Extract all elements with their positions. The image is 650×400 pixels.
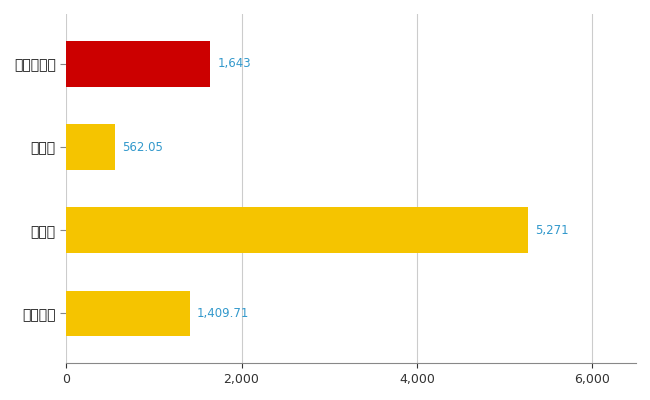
Bar [66,207,528,253]
Text: 562.05: 562.05 [122,140,163,154]
Text: 1,409.71: 1,409.71 [197,307,249,320]
Text: 1,643: 1,643 [217,57,251,70]
Bar [66,290,190,336]
Bar [66,124,116,170]
Bar [66,41,210,87]
Text: 5,271: 5,271 [536,224,569,237]
